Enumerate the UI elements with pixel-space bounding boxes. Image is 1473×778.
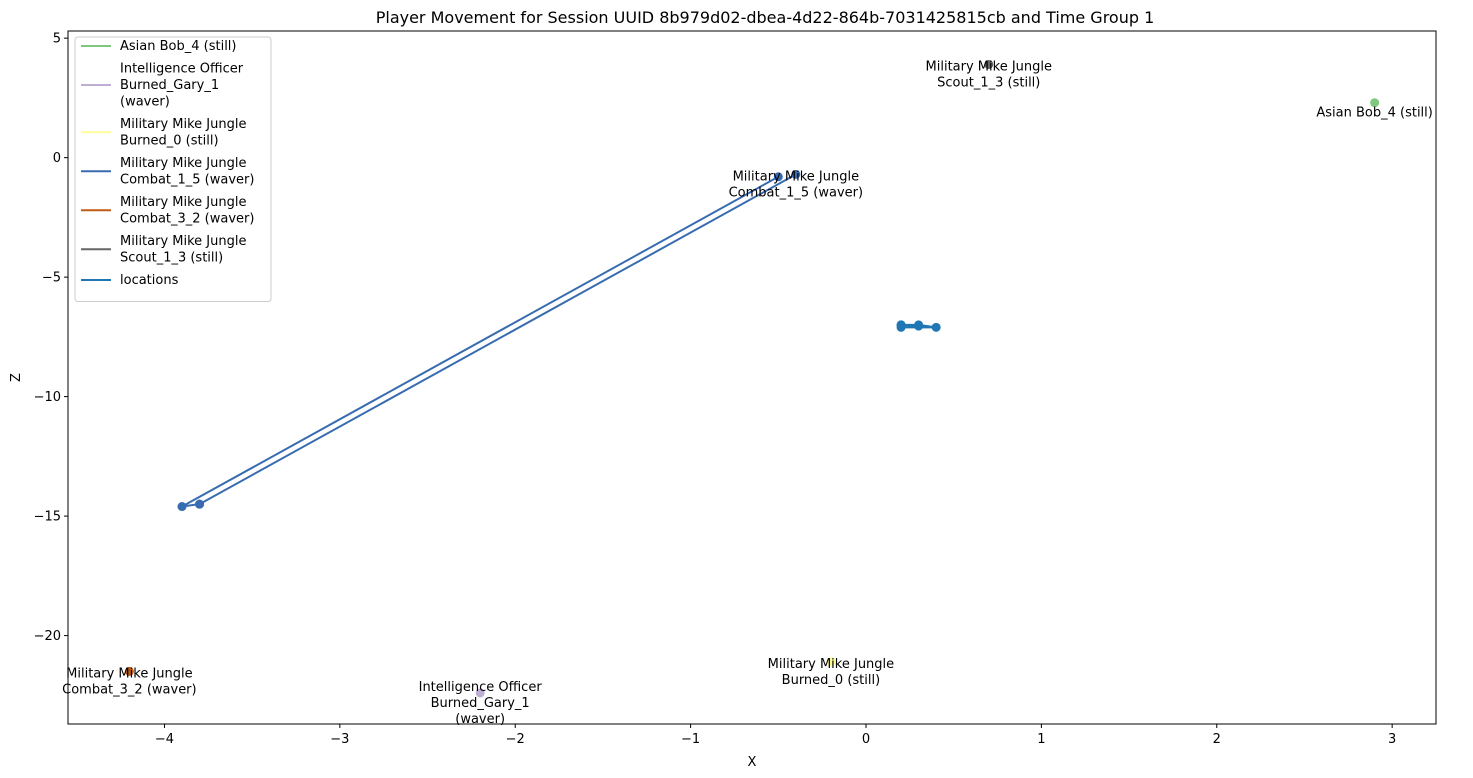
legend-label: Intelligence Officer xyxy=(120,62,244,77)
legend-label: Asian Bob_4 (still) xyxy=(120,39,237,54)
data-point xyxy=(914,321,924,331)
point-label: Asian Bob_4 (still) xyxy=(1316,106,1433,121)
point-label: Scout_1_3 (still) xyxy=(937,75,1040,90)
y-tick-label: 5 xyxy=(53,32,61,47)
point-label: (waver) xyxy=(455,712,505,727)
data-point xyxy=(896,320,906,330)
legend-label: Scout_1_3 (still) xyxy=(120,251,223,266)
x-tick-label: −2 xyxy=(506,732,525,747)
legend-label: Combat_1_5 (waver) xyxy=(120,173,254,188)
x-tick-label: 0 xyxy=(862,732,870,747)
x-axis-title: X xyxy=(748,755,757,770)
legend-label: Military Mike Jungle xyxy=(120,156,246,171)
y-tick-label: −10 xyxy=(34,390,61,405)
series-0 xyxy=(1370,98,1380,108)
data-point xyxy=(177,502,187,512)
legend-label: Military Mike Jungle xyxy=(120,195,246,210)
y-axis-title: Z xyxy=(9,373,24,382)
data-point xyxy=(773,172,783,182)
data-point xyxy=(984,59,994,69)
x-tick-label: 1 xyxy=(1037,732,1045,747)
x-tick-label: −3 xyxy=(330,732,349,747)
point-label: Military Mike Jungle xyxy=(66,666,192,681)
y-tick-label: −5 xyxy=(42,271,61,286)
point-label: Combat_3_2 (waver) xyxy=(62,682,196,697)
legend-label: Burned_Gary_1 xyxy=(120,78,219,93)
series-6 xyxy=(896,320,941,332)
point-label: Intelligence Officer xyxy=(419,680,543,695)
y-tick-label: 0 xyxy=(53,151,61,166)
plot-area: Asian Bob_4 (still)Intelligence OfficerB… xyxy=(62,59,1433,726)
series-4 xyxy=(124,666,134,676)
x-tick-label: 3 xyxy=(1388,732,1396,747)
y-tick-label: −15 xyxy=(34,510,61,525)
point-label: Combat_1_5 (waver) xyxy=(729,185,863,200)
point-label: Military Mike Jungle xyxy=(768,657,894,672)
legend-label: Military Mike Jungle xyxy=(120,117,246,132)
y-axis: 5 0 −5 −10 −15 −20 xyxy=(34,32,68,644)
series-5 xyxy=(984,59,994,69)
point-label: Military Mike Jungle xyxy=(733,169,859,184)
point-label: Burned_0 (still) xyxy=(782,673,881,688)
series-line xyxy=(181,173,797,508)
x-tick-label: 2 xyxy=(1213,732,1221,747)
legend-label: (waver) xyxy=(120,95,170,110)
legend-label: Burned_0 (still) xyxy=(120,134,219,149)
x-axis: −4 −3 −2 −1 0 1 2 3 xyxy=(155,724,1396,747)
y-tick-label: −20 xyxy=(34,629,61,644)
point-label: Burned_Gary_1 xyxy=(431,696,530,711)
legend: Asian Bob_4 (still)Intelligence OfficerB… xyxy=(74,36,272,302)
legend-label: Combat_3_2 (waver) xyxy=(120,212,254,227)
data-point xyxy=(826,657,836,667)
data-point xyxy=(475,688,485,698)
plot-frame xyxy=(67,30,1437,725)
x-tick-label: −4 xyxy=(155,732,174,747)
chart-title: Player Movement for Session UUID 8b979d0… xyxy=(376,8,1155,27)
series-1 xyxy=(475,688,485,698)
legend-box xyxy=(74,36,272,302)
point-label: Military Mike Jungle xyxy=(926,59,1052,74)
legend-label: Military Mike Jungle xyxy=(120,234,246,249)
data-point xyxy=(124,666,134,676)
data-point xyxy=(931,322,941,332)
legend-label: locations xyxy=(120,273,179,288)
data-point xyxy=(1370,98,1380,108)
x-tick-label: −1 xyxy=(681,732,700,747)
series-3 xyxy=(177,169,801,512)
data-point xyxy=(195,499,205,509)
series-2 xyxy=(826,657,836,667)
data-point xyxy=(791,169,801,179)
